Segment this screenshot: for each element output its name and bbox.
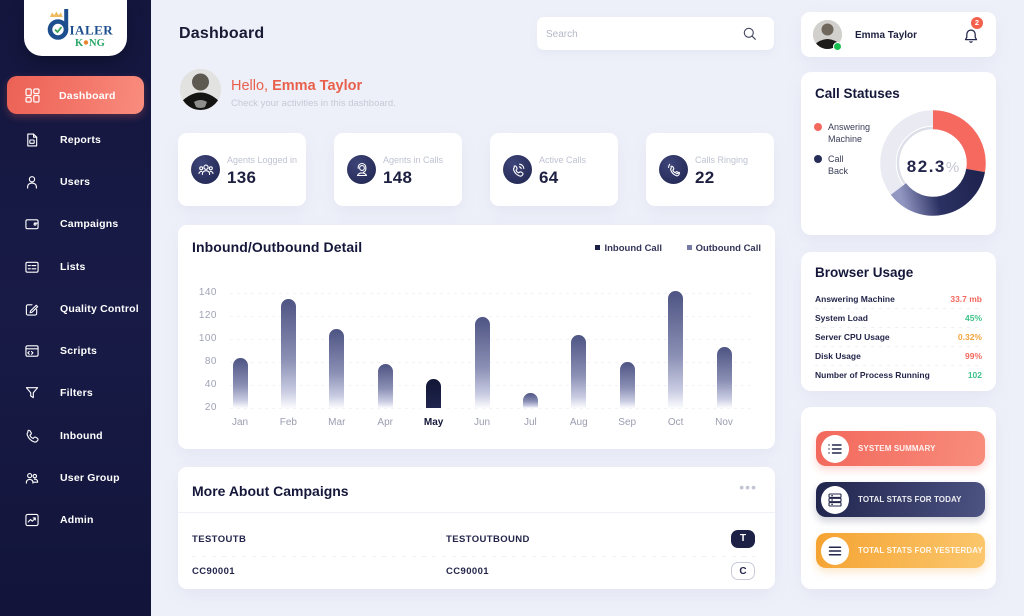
svg-text:NG: NG	[89, 38, 105, 49]
svg-text:K: K	[75, 38, 84, 49]
svg-text:IALER: IALER	[70, 23, 114, 38]
